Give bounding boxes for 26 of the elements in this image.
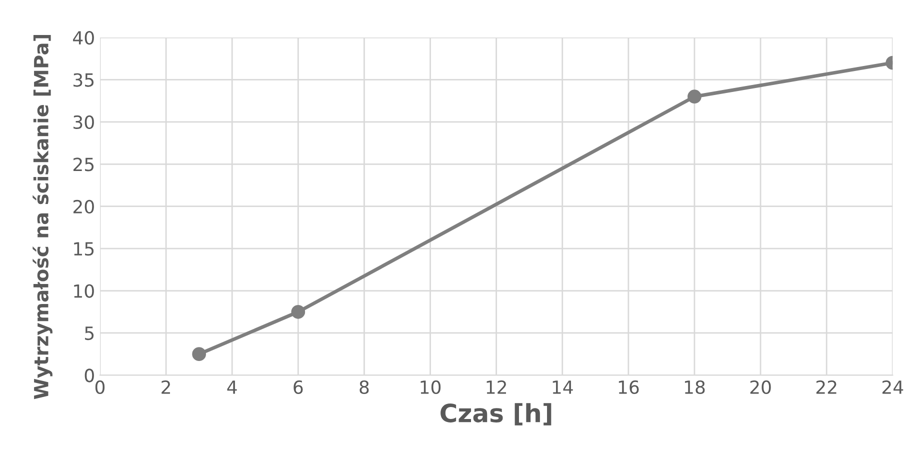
x-tick-label: 4 — [227, 380, 237, 394]
y-tick-label: 10 — [74, 284, 94, 298]
x-tick-label: 2 — [162, 380, 170, 394]
y-tick-label: 25 — [73, 158, 94, 172]
x-tick-label: 18 — [684, 380, 705, 394]
x-tick-label: 12 — [486, 380, 506, 394]
y-tick-label: 40 — [73, 30, 94, 45]
x-tick-label: 22 — [816, 380, 836, 394]
y-tick-label: 20 — [73, 200, 94, 214]
x-tick-label: 0 — [95, 380, 105, 394]
point — [192, 347, 206, 362]
point — [291, 304, 306, 319]
x-tick-label: 8 — [360, 380, 369, 394]
y-tick-label: 5 — [85, 326, 94, 340]
x-tick-label: 24 — [882, 380, 904, 394]
y-axis-title: Wytrzymałość na ściskanie [MPa] — [32, 34, 52, 400]
x-axis-title: Czas [h] — [440, 403, 552, 426]
x-tick-label: 20 — [750, 380, 771, 394]
x-tick-label: 6 — [294, 380, 303, 394]
x-tick-label: 14 — [552, 380, 573, 394]
y-tick-label: 30 — [74, 115, 94, 130]
y-tick-label: 0 — [84, 368, 94, 382]
y-tick-label: 15 — [74, 242, 94, 256]
x-tick-label: 10 — [420, 380, 441, 394]
x-tick-label: 16 — [618, 380, 639, 394]
y-tick-label: 35 — [74, 73, 94, 87]
